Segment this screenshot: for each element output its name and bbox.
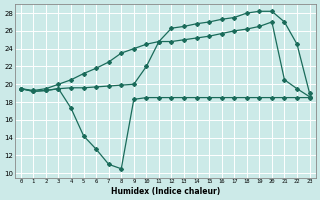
X-axis label: Humidex (Indice chaleur): Humidex (Indice chaleur) bbox=[111, 187, 220, 196]
